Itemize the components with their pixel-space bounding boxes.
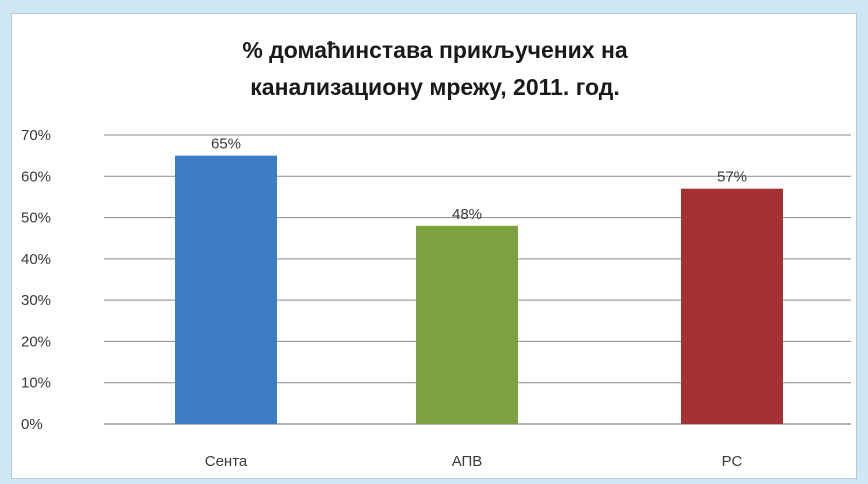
y-tick-label: 10% xyxy=(21,375,51,392)
y-axis-tick-labels: 0% 10% 20% 30% 40% 50% 60% 70% xyxy=(21,127,51,433)
bar-chart: % домаћинстава прикључених на канализаци… xyxy=(21,37,851,470)
bars xyxy=(175,155,783,424)
data-labels: 65% 48% 57% xyxy=(211,136,747,223)
bar xyxy=(681,188,783,424)
bar xyxy=(416,225,518,424)
chart-title-line-1: % домаћинстава прикључених на xyxy=(242,37,628,63)
data-label: 57% xyxy=(717,169,747,186)
x-axis-category-labels: Сента АПВ РС xyxy=(205,453,743,470)
x-category-label: АПВ xyxy=(452,453,483,470)
y-tick-label: 30% xyxy=(21,292,51,309)
y-tick-label: 40% xyxy=(21,251,51,268)
chart-container: % домаћинстава прикључених на канализаци… xyxy=(11,13,857,479)
y-tick-label: 70% xyxy=(21,127,51,144)
chart-title-line-2: канализациону мрежу, 2011. год. xyxy=(250,74,619,100)
x-category-label: РС xyxy=(722,453,743,470)
bar xyxy=(175,155,277,424)
data-label: 48% xyxy=(452,206,482,223)
x-category-label: Сента xyxy=(205,453,248,470)
y-tick-label: 0% xyxy=(21,416,43,433)
y-tick-label: 50% xyxy=(21,210,51,227)
y-tick-label: 20% xyxy=(21,333,51,350)
data-label: 65% xyxy=(211,136,241,153)
y-tick-label: 60% xyxy=(21,168,51,185)
